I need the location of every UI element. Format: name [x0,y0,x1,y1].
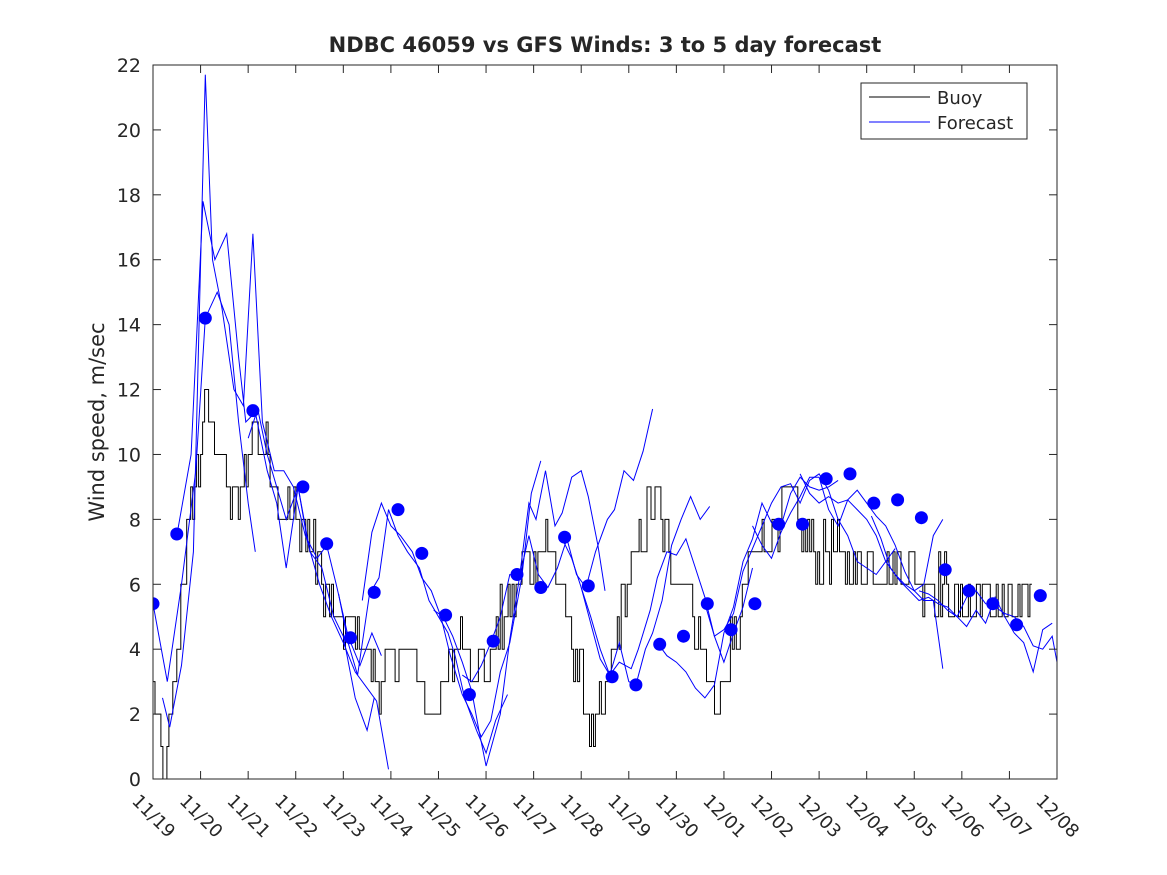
forecast-run-line-6 [433,469,606,767]
y-tick-label: 12 [117,380,141,402]
forecast-marker-27 [843,467,857,481]
forecast-marker-35 [1033,589,1047,603]
forecast-run-line-0 [153,290,256,682]
forecast-marker-16 [581,579,595,593]
y-tick-label: 20 [117,120,141,142]
legend: Buoy Forecast [860,82,1028,140]
x-tick-label: 11/30 [651,791,703,843]
forecast-marker-17 [605,670,619,684]
forecast-marker-34 [1010,618,1024,632]
forecast-marker-26 [819,472,833,486]
forecast-marker-33 [986,597,1000,611]
forecast-marker-21 [700,597,714,611]
forecast-marker-31 [938,563,952,577]
forecast-marker-1 [170,527,184,541]
y-tick-label: 14 [117,315,141,337]
forecast-marker-28 [867,496,881,510]
forecast-run-line-3 [247,407,389,770]
x-tick-label: 12/02 [746,791,798,843]
forecast-marker-5 [320,537,334,551]
y-tick-label: 18 [117,185,141,207]
legend-box [860,82,1028,140]
forecast-marker-2 [198,311,212,325]
forecast-marker-3 [246,404,260,418]
forecast-run-line-11 [704,473,896,638]
x-tick-label: 12/03 [794,791,846,843]
x-tick-label: 12/01 [698,791,750,843]
forecast-marker-25 [796,517,809,531]
y-tick-label: 22 [117,55,141,77]
x-tick-label: 11/25 [413,791,465,843]
x-tick-label: 12/06 [936,791,988,843]
x-tick-label: 11/19 [127,791,179,843]
forecast-marker-29 [891,493,905,507]
y-tick-label: 2 [129,704,141,726]
x-tick-label: 12/08 [1031,791,1083,843]
x-tick-label: 11/22 [270,791,322,843]
legend-buoy-label: Buoy [937,88,983,109]
x-tick-label: 11/23 [318,791,370,843]
forecast-marker-13 [510,568,524,581]
forecast-marker-19 [653,637,667,651]
forecast-run-line-14 [870,515,1053,674]
axes-box [152,64,1058,780]
forecast-marker-20 [677,629,690,643]
x-tick-label: 11/28 [556,791,608,843]
x-tick-label: 12/04 [841,791,893,843]
x-tick-label: 12/07 [984,791,1036,843]
x-tick-label: 11/29 [603,791,655,843]
forecast-marker-22 [724,623,738,637]
forecast-marker-9 [415,546,429,560]
forecast-marker-12 [486,634,500,648]
x-tick-label: 12/05 [889,791,941,843]
forecast-marker-4 [296,480,310,494]
forecast-marker-6 [344,631,357,645]
forecast-run-line-2 [162,74,382,728]
chart-title: NDBC 46059 vs GFS Winds: 3 to 5 day fore… [329,33,882,57]
forecast-marker-30 [914,511,928,525]
forecast-marker-24 [772,517,786,531]
forecast-marker-0 [153,597,160,611]
forecast-marker-14 [534,581,548,594]
y-tick-label: 16 [117,250,141,272]
forecast-run-line-4 [338,509,508,755]
forecast-marker-23 [748,597,762,611]
x-tick-label: 11/24 [365,791,417,843]
forecast-run-line-9 [580,537,753,677]
forecast-marker-18 [629,678,643,692]
forecast-marker-32 [962,584,976,598]
y-tick-label: 0 [129,769,141,791]
x-tick-label: 11/21 [223,791,275,843]
x-tick-label: 11/26 [461,791,513,843]
forecast-run-line-13 [799,473,944,669]
x-tick-label: 11/27 [508,791,560,843]
y-tick-label: 6 [129,574,141,596]
legend-forecast-label: Forecast [937,113,1013,134]
forecast-marker-10 [439,608,453,622]
y-axis-label: Wind speed, m/sec [85,322,109,521]
forecast-marker-11 [462,688,476,702]
forecast-marker-7 [367,585,381,599]
forecast-run-line-7 [462,408,654,683]
y-tick-label: 8 [129,509,141,531]
forecast-marker-8 [391,503,405,517]
plot-area [153,74,1057,779]
y-tick-label: 4 [129,639,141,661]
forecast-run-line-1 [176,201,375,733]
y-tick-label: 10 [117,444,141,466]
forecast-marker-15 [558,530,572,544]
x-tick-label: 11/20 [175,791,227,843]
